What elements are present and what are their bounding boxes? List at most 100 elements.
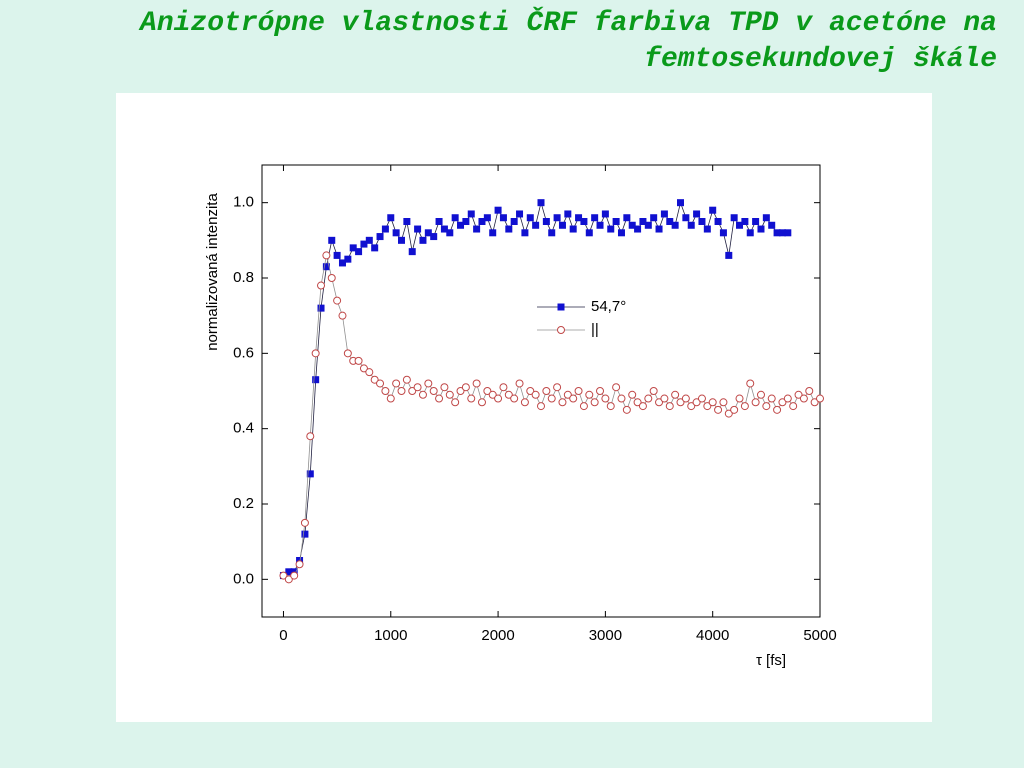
data-point xyxy=(746,229,754,237)
data-point xyxy=(290,571,299,580)
data-point xyxy=(429,387,438,395)
data-point xyxy=(708,398,717,407)
data-point xyxy=(462,218,470,225)
data-point xyxy=(333,296,342,305)
data-point xyxy=(697,394,706,403)
data-point xyxy=(365,368,374,377)
data-point xyxy=(693,210,701,218)
data-point xyxy=(569,225,577,233)
data-point xyxy=(660,394,669,403)
x-tick-label: 1000 xyxy=(374,627,407,644)
data-point xyxy=(778,229,786,237)
data-point xyxy=(435,218,443,225)
data-point xyxy=(778,398,787,407)
data-point xyxy=(526,387,535,395)
data-point xyxy=(408,387,417,395)
data-point xyxy=(579,402,588,411)
data-point xyxy=(328,236,336,244)
data-point xyxy=(585,390,594,399)
data-point xyxy=(322,263,330,271)
data-point xyxy=(660,210,668,218)
data-point xyxy=(709,206,717,214)
data-point xyxy=(574,387,583,395)
data-point xyxy=(751,398,760,407)
data-point xyxy=(338,311,347,320)
x-tick-label: 5000 xyxy=(803,627,836,644)
data-point xyxy=(317,304,325,312)
y-tick-label: 0.6 xyxy=(233,344,254,361)
data-point xyxy=(735,394,744,403)
data-point xyxy=(494,394,503,403)
data-point xyxy=(537,402,545,411)
data-point xyxy=(681,394,690,403)
data-point xyxy=(714,218,722,225)
data-point xyxy=(435,394,444,403)
data-point xyxy=(698,218,706,225)
data-point xyxy=(746,379,755,388)
data-point xyxy=(327,274,336,282)
data-point xyxy=(408,248,416,256)
data-point xyxy=(617,394,626,403)
data-point xyxy=(478,218,486,225)
data-point xyxy=(402,375,411,384)
data-point xyxy=(419,236,427,244)
data-point xyxy=(591,214,599,222)
data-point xyxy=(306,432,315,441)
data-point xyxy=(628,221,636,229)
data-point xyxy=(682,214,690,222)
data-point xyxy=(606,402,615,411)
data-point xyxy=(596,387,605,395)
data-point xyxy=(520,398,529,407)
data-point xyxy=(650,214,658,222)
y-tick-label: 0.4 xyxy=(233,420,254,437)
data-point xyxy=(634,225,642,233)
data-point xyxy=(403,218,411,225)
data-point xyxy=(456,387,465,395)
data-point xyxy=(300,518,309,527)
data-point xyxy=(564,210,572,218)
data-point xyxy=(494,206,502,214)
data-point xyxy=(542,218,550,225)
data-point xyxy=(789,402,798,411)
data-point xyxy=(741,218,749,225)
data-point xyxy=(483,214,491,222)
data-point xyxy=(516,210,524,218)
data-point xyxy=(376,379,385,388)
series-line xyxy=(283,201,788,576)
data-point xyxy=(623,214,631,222)
data-point xyxy=(740,402,749,411)
data-point xyxy=(596,221,604,229)
data-point xyxy=(628,390,637,399)
data-point xyxy=(424,379,433,388)
data-point xyxy=(719,229,727,237)
data-point xyxy=(655,398,664,407)
data-point xyxy=(547,394,556,403)
data-point xyxy=(601,394,610,403)
data-point xyxy=(665,402,674,411)
data-point xyxy=(295,560,304,569)
plot-frame xyxy=(261,164,821,618)
data-point xyxy=(279,571,288,580)
data-point xyxy=(677,199,684,207)
data-point xyxy=(387,214,395,222)
data-point xyxy=(607,225,615,233)
data-point xyxy=(489,229,497,237)
data-point xyxy=(725,251,733,259)
data-point xyxy=(360,240,368,248)
data-point xyxy=(612,218,620,225)
data-point xyxy=(515,379,524,388)
data-point xyxy=(499,214,507,222)
data-point xyxy=(687,402,696,411)
data-point xyxy=(590,398,599,407)
data-point xyxy=(532,221,540,229)
data-point xyxy=(784,229,792,237)
data-point xyxy=(585,229,593,237)
data-point xyxy=(719,398,728,407)
data-point xyxy=(371,244,379,252)
data-point xyxy=(457,221,465,229)
data-point xyxy=(312,376,320,384)
data-point xyxy=(537,199,545,207)
data-point xyxy=(655,225,663,233)
